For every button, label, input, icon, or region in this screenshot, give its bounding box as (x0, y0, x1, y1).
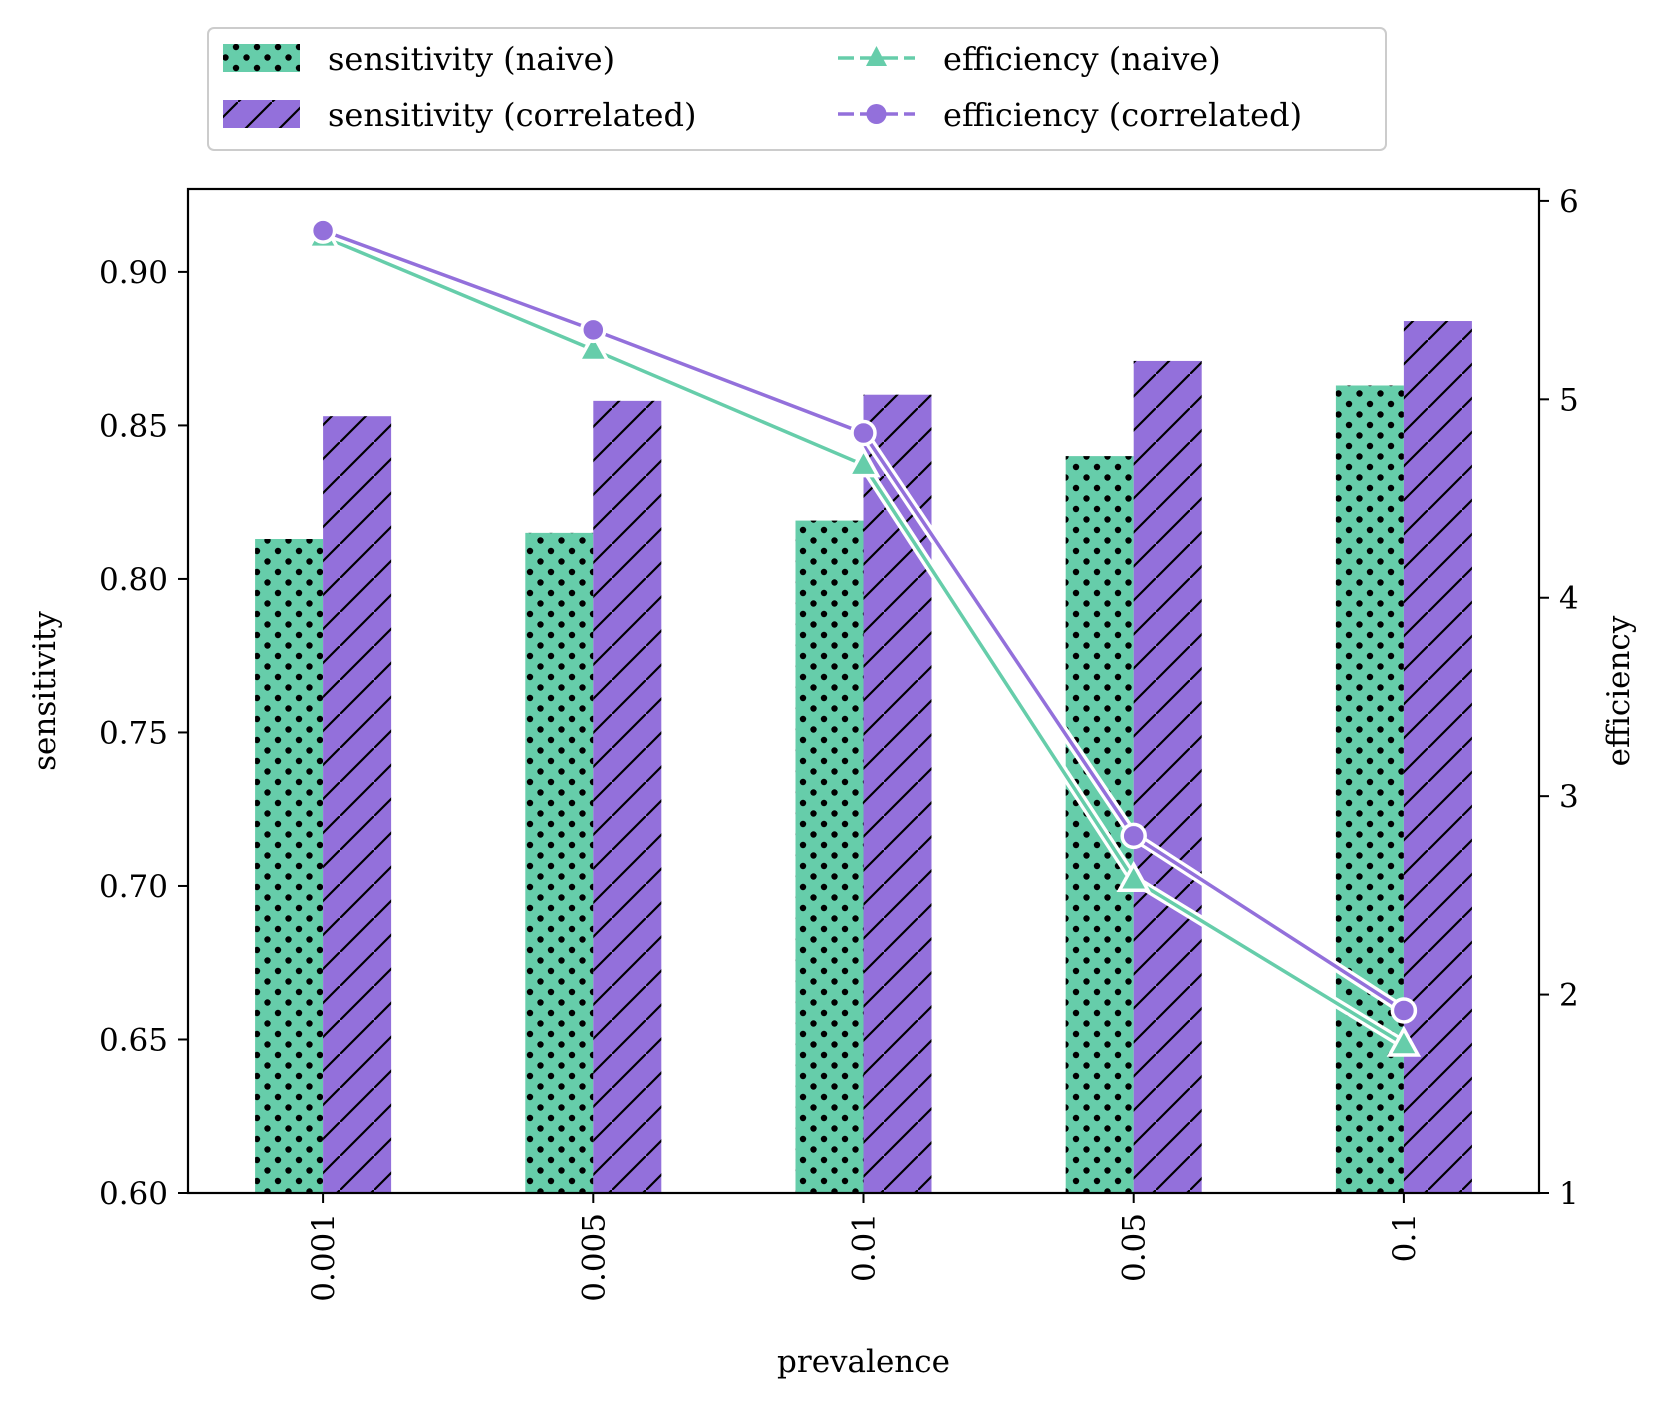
y2-tick-label: 1 (1559, 1176, 1579, 1212)
y-tick-label: 0.85 (99, 408, 168, 444)
bar-hatch-sensitivity-correlated (593, 400, 662, 1193)
marker-efficiency-correlated (850, 419, 877, 447)
bar-hatch-sensitivity-naive (525, 532, 594, 1193)
bar-sensitivity-correlated (323, 416, 392, 1193)
bar-sensitivity-naive (255, 539, 324, 1193)
x-tick-label: 0.01 (847, 1213, 883, 1282)
marker-efficiency-correlated (1120, 822, 1147, 850)
marker-efficiency-correlated (580, 316, 607, 344)
bars-layer (255, 321, 1472, 1193)
bar-hatch-sensitivity-naive (1335, 385, 1404, 1193)
legend-triangle-marker-icon (866, 46, 887, 66)
x-tick-label: 0.001 (306, 1213, 342, 1302)
bar-sensitivity-naive (795, 520, 864, 1193)
bar-hatch-sensitivity-correlated (863, 394, 932, 1193)
y2-tick-label: 5 (1559, 382, 1579, 418)
lines-layer (305, 217, 1422, 1057)
legend-swatch-sensitivity-correlated-hatch (223, 100, 300, 128)
bar-hatch-sensitivity-correlated (1133, 360, 1202, 1193)
marker-efficiency-correlated (1390, 997, 1418, 1024)
y2-tick-label: 6 (1559, 184, 1579, 220)
y-tick-label: 0.80 (99, 562, 168, 598)
marker-efficiency-naive (1116, 860, 1151, 893)
bar-hatch-sensitivity-correlated (323, 416, 392, 1193)
y2-tick-label: 2 (1559, 978, 1579, 1014)
y-axis-title: sensitivity (27, 611, 63, 771)
y-tick-label: 0.75 (99, 715, 168, 751)
y2-tick-label: 3 (1559, 779, 1579, 815)
bar-sensitivity-correlated (863, 394, 932, 1193)
bar-sensitivity-correlated (1133, 360, 1202, 1193)
legend: sensitivity (naive) sensitivity (correla… (207, 27, 1387, 151)
legend-entry-efficiency-naive: efficiency (naive) (838, 40, 1221, 78)
y-tick-label: 0.60 (99, 1176, 168, 1212)
x-tick-label: 0.1 (1387, 1213, 1423, 1262)
legend-entry-sensitivity-naive: sensitivity (naive) (223, 40, 615, 78)
x-axis-title: prevalence (777, 1344, 950, 1380)
y-tick-label: 0.65 (99, 1022, 168, 1058)
marker-efficiency-naive (1386, 1025, 1422, 1057)
y2-tick-label: 4 (1559, 581, 1579, 617)
y-tick-label: 0.70 (99, 869, 168, 905)
x-tick-label: 0.05 (1117, 1213, 1153, 1282)
bar-sensitivity-correlated (593, 400, 662, 1193)
bar-hatch-sensitivity-naive (255, 539, 324, 1193)
legend-label-sensitivity-naive: sensitivity (naive) (328, 40, 615, 78)
legend-label-sensitivity-correlated: sensitivity (correlated) (328, 96, 696, 134)
bar-sensitivity-naive (525, 532, 594, 1193)
x-tick-label: 0.005 (576, 1213, 612, 1302)
legend-circle-marker-icon (866, 104, 887, 124)
marker-efficiency-naive (846, 446, 881, 478)
bar-hatch-sensitivity-correlated (1403, 321, 1472, 1193)
bar-hatch-sensitivity-naive (795, 520, 864, 1193)
y-tick-label: 0.90 (99, 255, 168, 291)
legend-entry-sensitivity-correlated: sensitivity (correlated) (223, 96, 696, 134)
legend-swatch-sensitivity-naive-hatch (223, 44, 300, 72)
marker-efficiency-correlated (309, 217, 337, 244)
legend-label-efficiency-naive: efficiency (naive) (943, 40, 1221, 78)
bar-sensitivity-naive (1335, 385, 1404, 1193)
bar-sensitivity-correlated (1403, 321, 1472, 1193)
legend-frame (207, 27, 1387, 151)
marker-efficiency-naive (576, 331, 611, 363)
ticks-layer: 0.60 0.65 0.70 0.75 0.80 0.85 0.90 1 2 3 4 5 6 0.001 0… (99, 184, 1579, 1302)
legend-entry-efficiency-correlated: efficiency (correlated) (838, 96, 1302, 134)
y2-axis-title: efficiency (1601, 615, 1637, 766)
legend-label-efficiency-correlated: efficiency (correlated) (943, 96, 1302, 134)
